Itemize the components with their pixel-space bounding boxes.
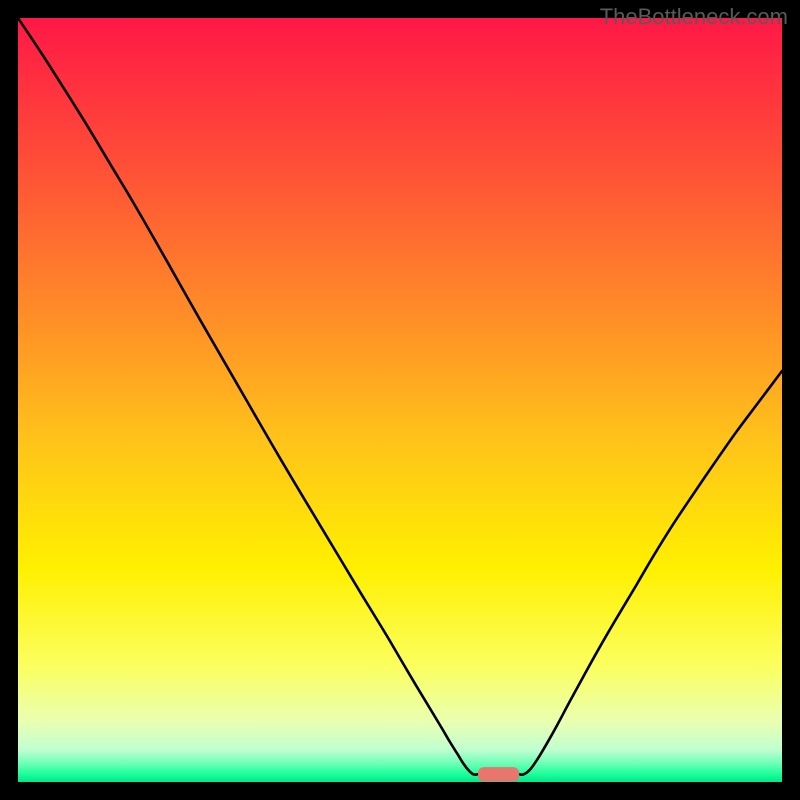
optimal-marker <box>478 767 519 782</box>
plot-area <box>18 18 782 782</box>
gradient-background <box>18 18 782 782</box>
chart-frame: TheBottleneck.com <box>0 0 800 800</box>
attribution-text: TheBottleneck.com <box>600 4 788 30</box>
plot-svg <box>18 18 782 782</box>
